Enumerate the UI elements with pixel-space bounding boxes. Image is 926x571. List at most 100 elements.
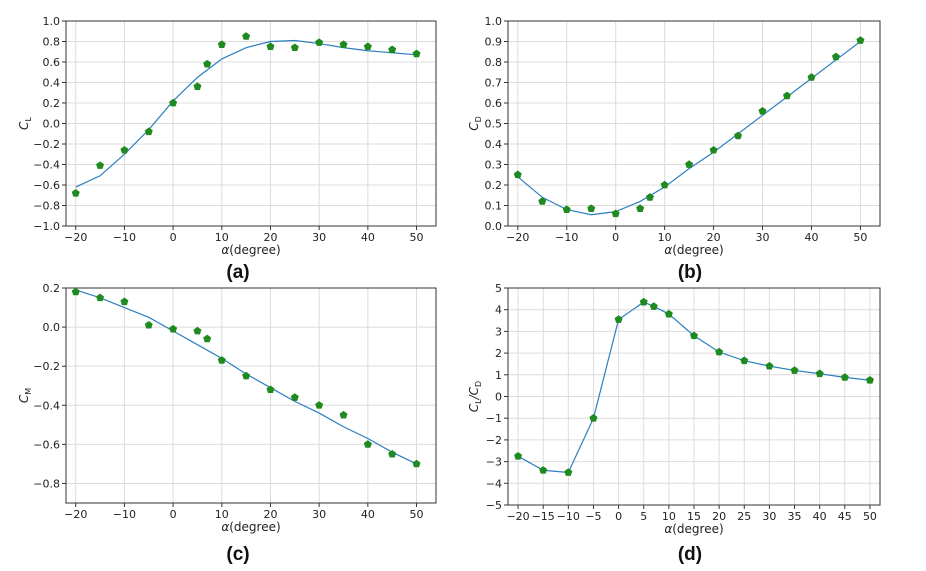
data-point-marker [513, 170, 522, 179]
data-point-marker [193, 326, 202, 335]
x-axis-label-symbol: α [221, 243, 229, 257]
data-point-marker [709, 145, 718, 154]
y-tick-label: 0.5 [485, 118, 503, 131]
chart-panel-c: −20 −10 0 10 20 30 40 50 −0.8 −0.6 −0.4 −0.2 0.0 0.2 α… [17, 282, 437, 565]
data-point-marker [144, 320, 153, 329]
x-tick-label: 10 [662, 510, 676, 523]
data-point-marker [538, 197, 547, 205]
x-axis-label-symbol: α [664, 522, 672, 536]
x-tick-label: 0 [615, 510, 622, 523]
data-point-marker [831, 52, 840, 61]
x-tick-label: 40 [813, 510, 827, 523]
y-tick-label: 1.0 [485, 15, 503, 28]
x-axis-label-symbol: α [221, 520, 229, 534]
y-tick-label: −0.4 [33, 399, 60, 412]
x-tick-label: 0 [170, 231, 177, 244]
data-point-marker [865, 376, 874, 384]
x-tick-label: 20 [263, 231, 277, 244]
y-tick-label: 0.4 [485, 138, 503, 151]
data-point-marker [412, 459, 421, 468]
data-point-marker [120, 145, 129, 154]
series-line [517, 41, 861, 216]
y-axis-label-main: C [467, 403, 481, 412]
plot-frame [65, 287, 437, 504]
y-tick-label: 0.1 [485, 200, 503, 213]
data-point-marker [290, 393, 299, 401]
chart-panel-a: −20 −10 0 10 20 30 40 50 −1.0 −0.8 −0.6 −0.4 −0.2 0.0… [17, 15, 437, 283]
series-line [75, 39, 417, 188]
x-axis-label: α(degree) [664, 243, 723, 257]
y-tick-label: −0.8 [33, 200, 60, 213]
y-axis-label-main: C [17, 394, 31, 403]
x-tick-label: 45 [838, 510, 852, 523]
x-tick-label: 10 [215, 231, 229, 244]
data-point-marker [242, 32, 251, 40]
y-tick-label: 0.4 [43, 77, 61, 90]
y-tick-label: 0.3 [485, 159, 503, 172]
x-tick-label: −20 [64, 231, 87, 244]
data-point-marker [217, 40, 226, 48]
x-axis-label: α(degree) [664, 522, 723, 536]
x-tick-label: 30 [756, 231, 770, 244]
y-tick-label: 4 [495, 304, 502, 317]
x-axis-label-text: (degree) [229, 243, 280, 257]
data-point-marker [856, 36, 865, 44]
data-point-marker [685, 160, 694, 168]
data-point-marker [266, 42, 275, 51]
data-point-marker [840, 373, 849, 381]
data-point-marker [758, 107, 767, 115]
x-tick-label: −10 [113, 508, 136, 521]
x-tick-label: −5 [585, 510, 601, 523]
x-tick-label: 40 [804, 231, 818, 244]
y-tick-label: 0.8 [43, 36, 61, 49]
data-point-marker [388, 449, 397, 458]
data-point-marker [539, 466, 548, 474]
data-point-marker [783, 91, 791, 100]
x-axis-label-text: (degree) [672, 522, 723, 536]
data-point-marker [734, 131, 743, 140]
x-tick-label: −10 [557, 510, 580, 523]
y-axis-label-subscript: D [474, 116, 483, 122]
chart-panel-b: −20 −10 0 10 20 30 40 50 0.0 0.1 0.2 0.3 0.4 0.5 0.6 0.… [467, 15, 881, 283]
x-tick-label: 5 [640, 510, 647, 523]
data-point-marker [639, 297, 648, 306]
y-tick-label: −0.2 [33, 360, 60, 373]
y-tick-label: 5 [495, 282, 502, 295]
data-point-marker [807, 73, 816, 81]
y-tick-label: 0.0 [43, 118, 61, 131]
y-tick-label: −0.4 [33, 159, 60, 172]
y-tick-label: 0.2 [485, 179, 503, 192]
y-axis-label-main: C [17, 121, 31, 130]
panel-label: (b) [678, 262, 702, 283]
x-tick-label: 10 [658, 231, 672, 244]
series-line [517, 301, 871, 474]
data-point-marker [388, 45, 397, 54]
y-tick-label: 0.7 [485, 77, 503, 90]
data-point-marker [203, 334, 212, 343]
x-tick-label: 50 [410, 508, 424, 521]
data-point-marker [363, 440, 372, 448]
data-point-marker [266, 385, 275, 394]
y-tick-label: 0.0 [485, 220, 503, 233]
data-point-marker [169, 324, 178, 333]
y-axis-label: CM [17, 388, 33, 403]
y-tick-label: −5 [486, 499, 502, 512]
y-axis-label: CL/CD [467, 381, 483, 412]
x-tick-label: 35 [788, 510, 802, 523]
data-point-marker [589, 414, 598, 422]
y-tick-label: −3 [486, 456, 502, 469]
y-axis-label-main: C [467, 122, 481, 131]
data-point-marker [203, 59, 212, 68]
x-tick-label: −15 [532, 510, 555, 523]
x-tick-label: 0 [170, 508, 177, 521]
y-tick-label: −1 [486, 412, 502, 425]
x-axis-label-symbol: α [664, 243, 672, 257]
panel-label: (a) [226, 262, 249, 283]
data-point-marker [645, 193, 654, 201]
y-tick-label: −4 [486, 477, 502, 490]
data-point-marker [96, 161, 105, 169]
data-point-marker [664, 309, 673, 318]
x-tick-label: 10 [215, 508, 229, 521]
y-axis-label-subscript: L [474, 399, 483, 404]
x-axis-label-text: (degree) [229, 520, 280, 534]
